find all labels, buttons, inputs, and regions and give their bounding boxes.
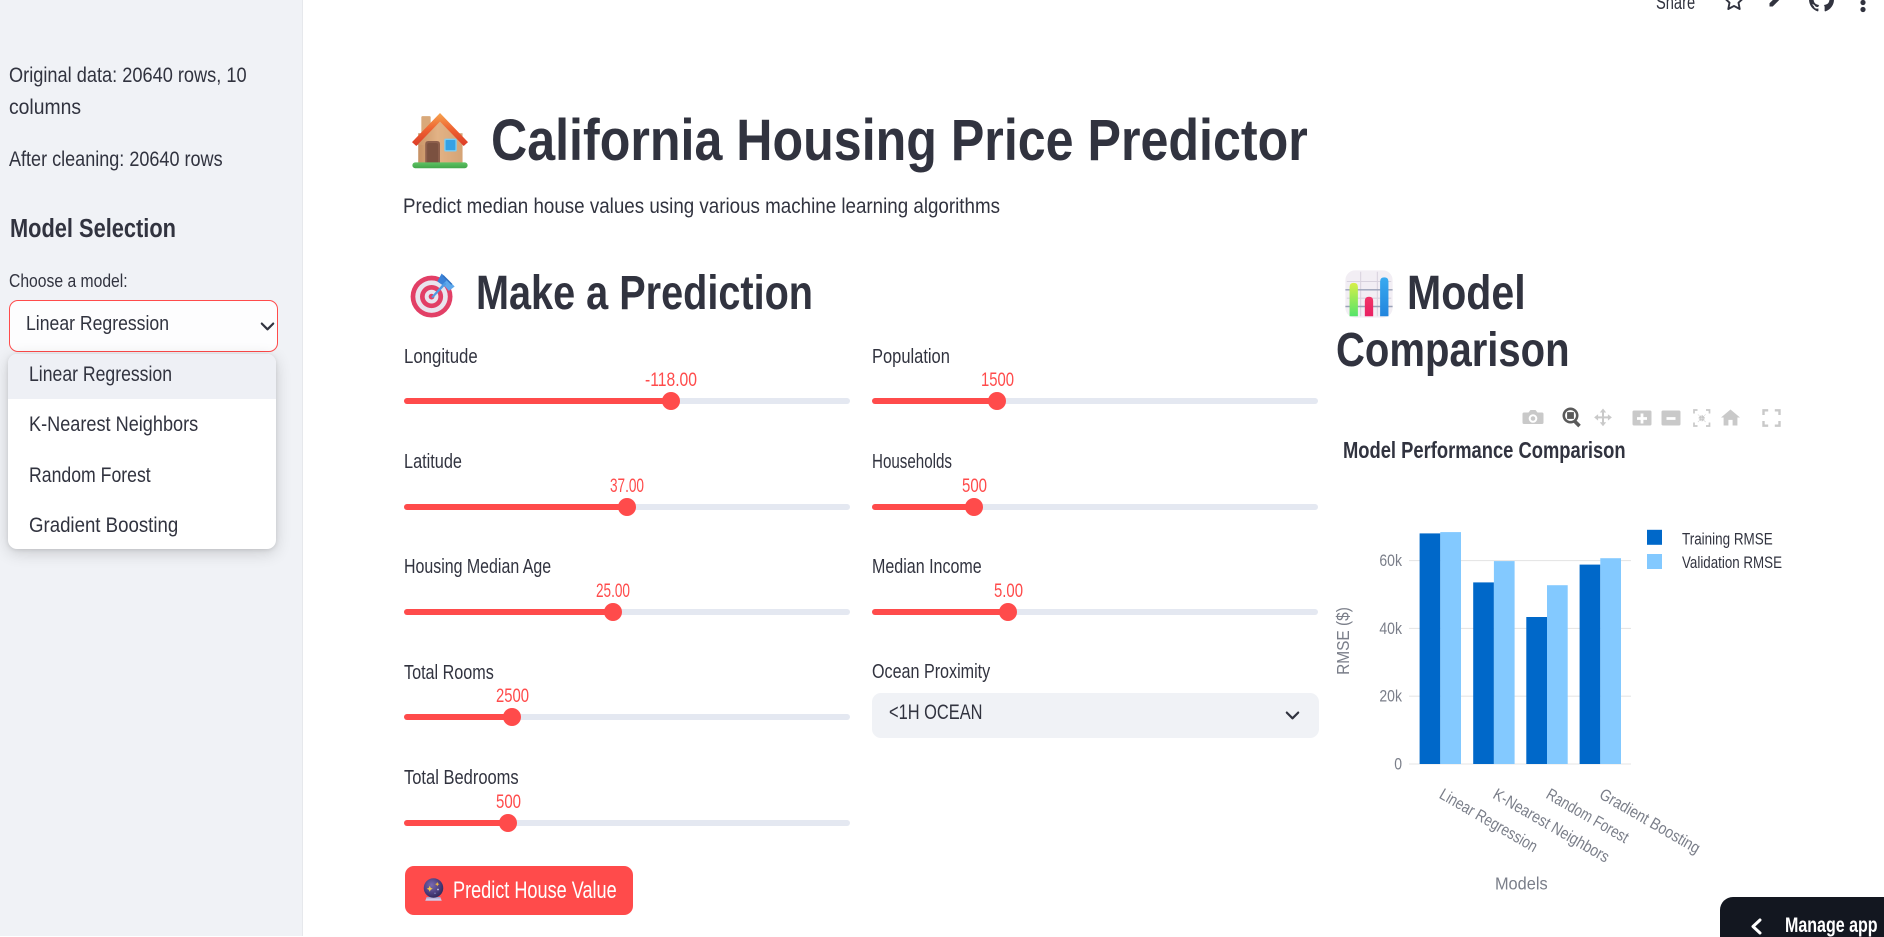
svg-text:60k: 60k: [1379, 552, 1402, 570]
svg-text:40k: 40k: [1379, 620, 1402, 638]
svg-text:Validation RMSE: Validation RMSE: [1682, 553, 1782, 572]
svg-text:RMSE ($): RMSE ($): [1333, 607, 1353, 675]
svg-text:Models: Models: [1495, 873, 1548, 893]
svg-text:20k: 20k: [1379, 688, 1402, 706]
svg-text:Training RMSE: Training RMSE: [1682, 529, 1773, 548]
svg-text:0: 0: [1394, 756, 1402, 774]
